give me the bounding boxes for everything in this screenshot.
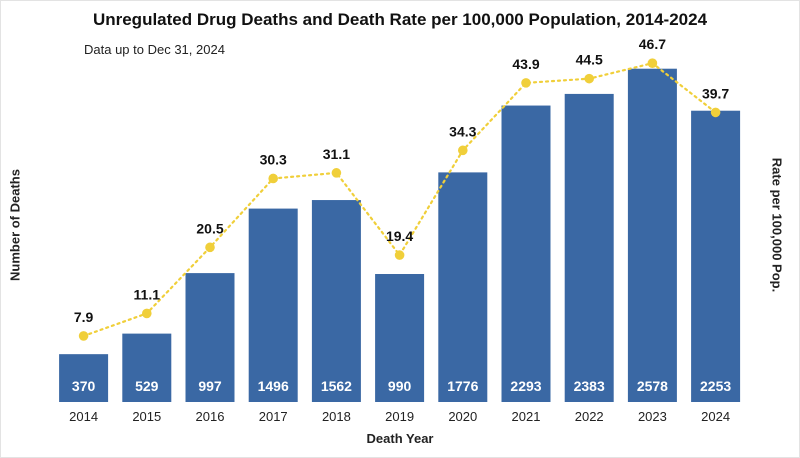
- bar-2022: [564, 93, 614, 402]
- rate-value-label-2023: 46.7: [639, 36, 666, 52]
- x-tick-label-2019: 2019: [385, 409, 414, 424]
- x-tick-label-2018: 2018: [322, 409, 351, 424]
- bar-value-label-2014: 370: [72, 378, 96, 394]
- x-tick-label-2014: 2014: [69, 409, 98, 424]
- bar-value-label-2023: 2578: [637, 378, 668, 394]
- bar-2020: [438, 172, 488, 402]
- bar-value-label-2019: 990: [388, 378, 412, 394]
- bar-value-label-2016: 997: [198, 378, 222, 394]
- rate-value-label-2019: 19.4: [386, 228, 413, 244]
- bar-value-label-2018: 1562: [321, 378, 352, 394]
- rate-point-2014: [78, 331, 89, 341]
- bar-value-label-2022: 2383: [574, 378, 605, 394]
- rate-point-2022: [584, 73, 594, 84]
- rate-value-label-2020: 34.3: [449, 123, 476, 139]
- rate-value-label-2017: 30.3: [260, 151, 287, 167]
- rate-point-2019: [394, 250, 405, 260]
- bar-value-label-2021: 2293: [510, 378, 541, 394]
- x-tick-label-2024: 2024: [701, 409, 730, 424]
- x-tick-label-2022: 2022: [575, 409, 604, 424]
- rate-value-label-2015: 11.1: [134, 286, 161, 302]
- rate-point-2020: [458, 145, 468, 156]
- x-axis-label: Death Year: [366, 431, 434, 446]
- rate-point-2018: [331, 168, 342, 178]
- rate-value-label-2022: 44.5: [576, 52, 603, 68]
- bar-2016: [185, 273, 235, 402]
- rate-point-2023: [647, 58, 658, 68]
- bar-2018: [311, 200, 361, 402]
- bar-2014: [59, 354, 109, 402]
- x-tick-label-2015: 2015: [132, 409, 161, 424]
- chart-subtitle: Data up to Dec 31, 2024: [84, 42, 225, 57]
- bar-2017: [248, 208, 298, 402]
- rate-value-label-2014: 7.9: [74, 309, 94, 325]
- rate-point-2017: [268, 173, 279, 184]
- bar-2019: [375, 274, 425, 402]
- rate-value-label-2018: 31.1: [323, 146, 350, 162]
- x-tick-label-2023: 2023: [638, 409, 667, 424]
- rate-point-2016: [205, 242, 215, 253]
- bar-2023: [627, 68, 677, 403]
- bar-value-label-2015: 529: [135, 378, 159, 394]
- x-tick-label-2020: 2020: [448, 409, 477, 424]
- rate-point-2015: [142, 308, 152, 319]
- x-tick-label-2016: 2016: [196, 409, 225, 424]
- x-tick-label-2021: 2021: [512, 409, 541, 424]
- bar-value-label-2024: 2253: [700, 378, 731, 394]
- rate-value-label-2016: 20.5: [196, 220, 223, 236]
- bar-value-label-2017: 1496: [258, 378, 289, 394]
- rate-value-label-2021: 43.9: [512, 56, 539, 72]
- rate-point-2021: [521, 78, 531, 88]
- bar-2021: [501, 105, 551, 403]
- x-tick-label-2017: 2017: [259, 409, 288, 424]
- rate-point-2024: [710, 107, 721, 118]
- chart-title: Unregulated Drug Deaths and Death Rate p…: [92, 10, 708, 29]
- bar-2024: [691, 110, 741, 402]
- bar-value-label-2020: 1776: [447, 378, 478, 394]
- rate-value-label-2024: 39.7: [702, 85, 729, 101]
- bar-2015: [122, 333, 172, 402]
